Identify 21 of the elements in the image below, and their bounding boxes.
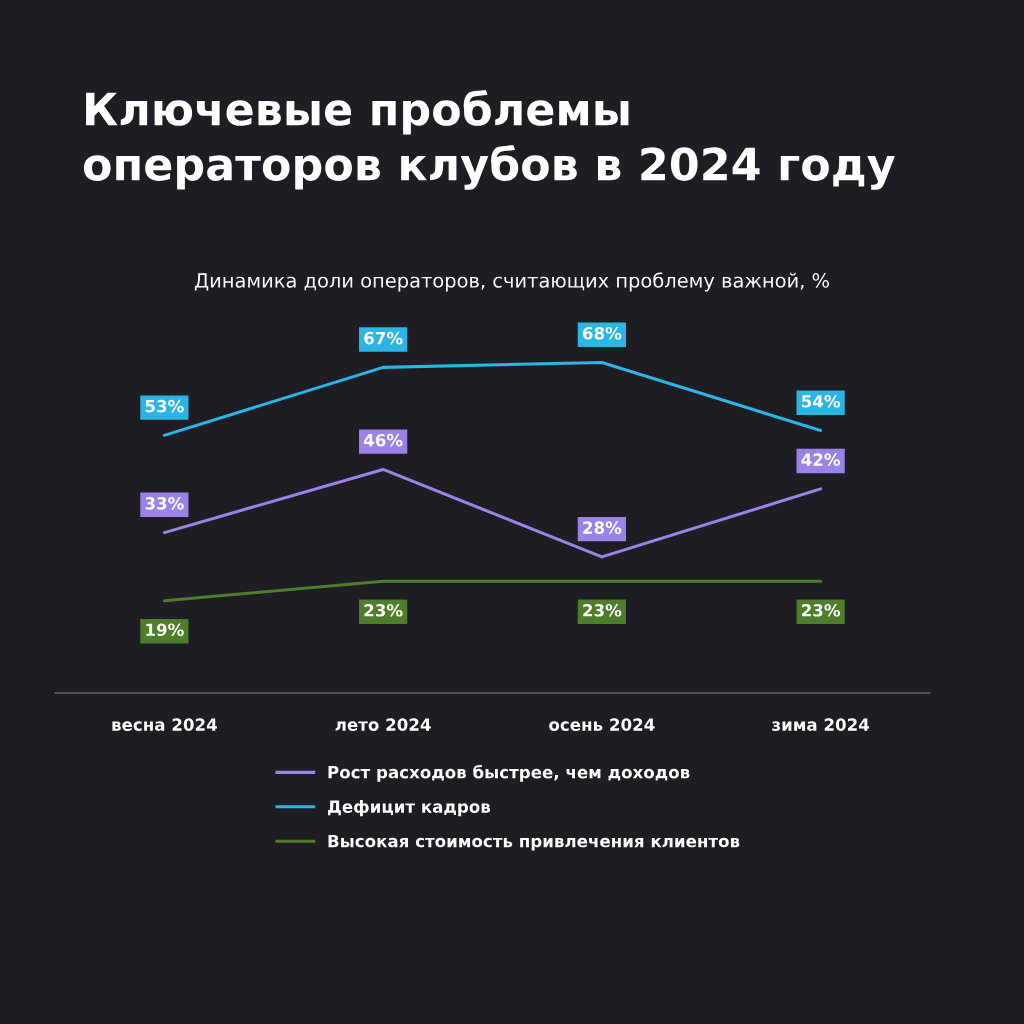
data-label: 28% [583, 521, 622, 534]
data-label: 19% [146, 623, 184, 637]
chart-subtitle: Динамика доли операторов, считающих проблему важной, % [194, 272, 829, 292]
legend-label: Рост расходов быстрее, чем доходов [328, 765, 690, 782]
x-tick-label: весна 2024 [112, 718, 217, 731]
data-label: 46% [363, 433, 403, 447]
legend-label: Высокая стоимость привлечения клиентов [328, 834, 740, 851]
chart-title: Ключевые проблемы операторов клубов в 2024 году [83, 90, 895, 190]
data-label: 53% [145, 399, 184, 413]
data-label: 54% [801, 394, 841, 408]
x-tick-label: осень 2024 [549, 718, 655, 731]
x-tick-label: зима 2024 [772, 718, 870, 731]
x-tick-label: лето 2024 [335, 718, 431, 731]
data-label: 67% [364, 331, 403, 345]
data-label: 68% [582, 326, 622, 340]
data-label: 23% [802, 604, 841, 617]
data-label: 23% [583, 604, 622, 617]
data-label: 42% [801, 453, 841, 466]
legend-label: Дефицит кадров [328, 800, 491, 817]
data-label: 33% [145, 497, 184, 510]
data-label: 23% [364, 604, 403, 617]
